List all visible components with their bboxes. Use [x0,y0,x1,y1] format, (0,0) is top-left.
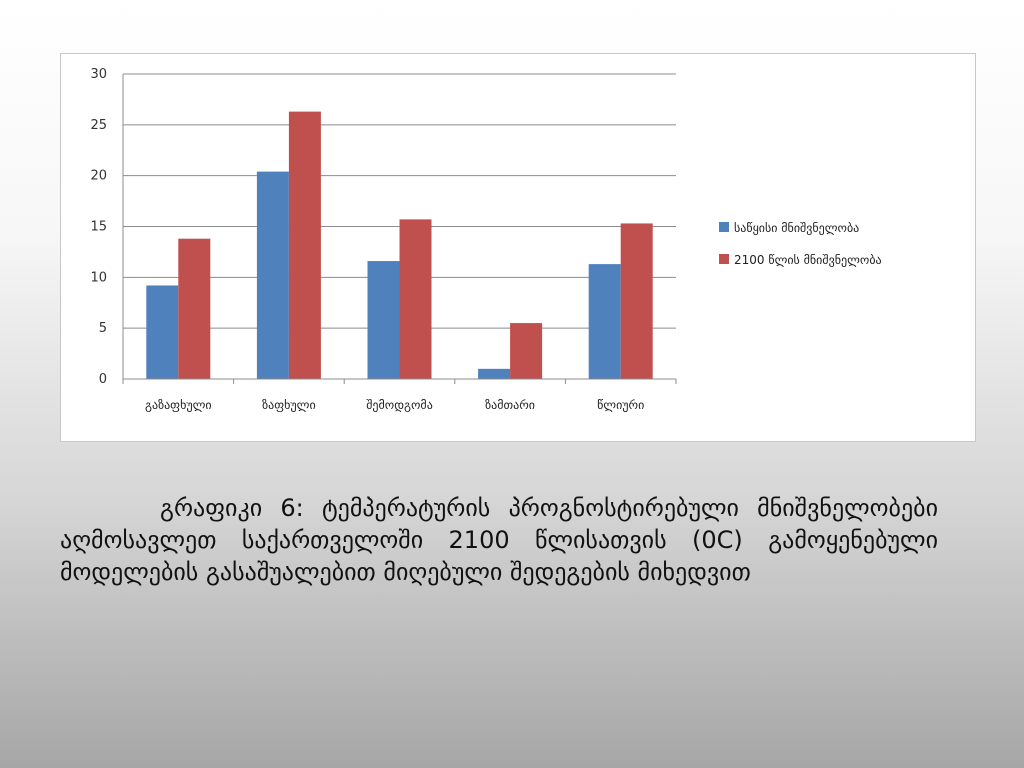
axes: 0 5 10 15 20 25 30 გაზაფხული ზაფხული შემოდგომა ზამ… [90,67,677,412]
x-category-label: წლიური [597,398,644,412]
legend-label: საწყისი მნიშვნელობა [734,221,859,235]
x-category-label: გაზაფხული [145,398,212,412]
y-tick-label: 25 [90,118,107,133]
bars [146,111,653,379]
legend-swatch-1 [719,222,729,232]
bar-1 [146,285,179,379]
y-tick-label: 30 [90,67,107,82]
bar-1 [588,264,621,379]
bar-1 [478,368,511,379]
y-tick-label: 15 [90,220,107,235]
y-tick-label: 5 [99,321,107,336]
bar-2 [620,223,653,379]
bar-2 [510,323,543,379]
x-category-label: ზამთარი [485,398,535,412]
bar-2 [178,238,211,379]
bar-chart: 0 5 10 15 20 25 30 გაზაფხული ზაფხული შემოდგომა ზამ… [90,67,882,412]
y-tick-label: 0 [99,372,107,387]
bar-1 [256,171,289,379]
legend-swatch-2 [719,254,729,264]
bar-1 [367,261,400,379]
x-category-label: ზაფხული [262,398,316,412]
chart-frame: 0 5 10 15 20 25 30 გაზაფხული ზაფხული შემოდგომა ზამ… [60,53,976,442]
bar-2 [288,111,321,379]
y-tick-label: 20 [90,169,107,184]
figure-caption: გრაფიკი 6: ტემპერატურის პროგნოსტირებული … [60,494,938,586]
x-category-label: შემოდგომა [366,398,433,412]
legend-label: 2100 წლის მნიშვნელობა [734,253,882,267]
bar-2 [399,219,432,379]
y-tick-label: 10 [90,270,107,285]
legend: საწყისი მნიშვნელობა 2100 წლის მნიშვნელობა [719,221,882,267]
